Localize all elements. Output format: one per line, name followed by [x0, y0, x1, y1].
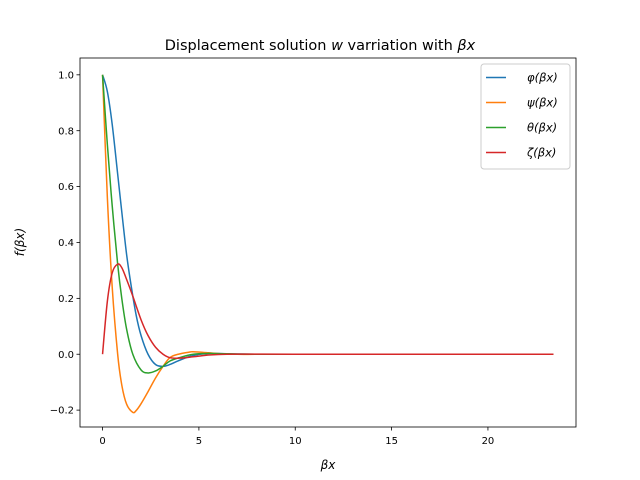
x-tick-label: 10	[289, 436, 302, 447]
legend-box	[480, 63, 571, 170]
chart-title-symbol: w	[331, 38, 343, 54]
x-tick-label: 15	[385, 436, 398, 447]
y-tick-label: 0.6	[58, 182, 74, 193]
chart-title-suffix: βx	[456, 38, 475, 54]
x-tick-label: 20	[482, 436, 495, 447]
x-axis: 0 5 10 15 20	[99, 427, 494, 447]
x-tick-label: 0	[99, 436, 105, 447]
y-tick-label: 0.2	[58, 294, 74, 305]
y-axis-label: f(βx)	[13, 228, 27, 256]
series-lines	[101, 74, 554, 414]
chart-title-prefix: Displacement solution	[165, 38, 331, 54]
legend-label-1: φ(βx)	[527, 71, 558, 85]
legend: φ(βx) ψ(βx) θ(βx) ζ(βx)	[480, 63, 571, 170]
series-line-4	[101, 263, 554, 359]
y-tick-label: 0.8	[58, 126, 74, 137]
legend-label-4: ζ(βx)	[526, 146, 556, 160]
legend-label-2: ψ(βx)	[527, 96, 558, 110]
y-tick-label: −0.2	[50, 406, 74, 417]
y-tick-label: 1.0	[58, 70, 74, 81]
chart-title-middle: varriation with	[343, 38, 457, 54]
chart-title: Displacement solution w varriation with …	[165, 38, 476, 54]
y-tick-label: 0.0	[58, 350, 74, 361]
x-tick-label: 5	[196, 436, 202, 447]
legend-label-3: θ(βx)	[527, 121, 557, 135]
x-axis-label: βx	[320, 458, 337, 472]
y-axis: −0.2 0.0 0.2 0.4 0.6 0.8 1.0	[50, 70, 80, 417]
y-tick-label: 0.4	[58, 238, 74, 249]
